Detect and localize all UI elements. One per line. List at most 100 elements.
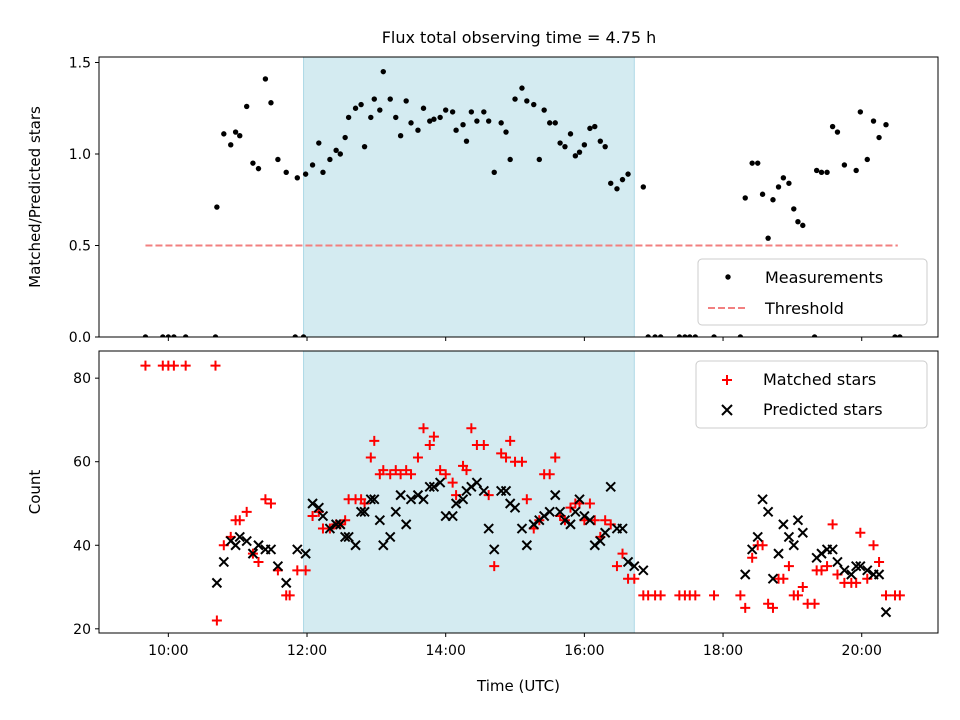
measurement-point <box>255 165 262 172</box>
matched-star-point <box>735 590 746 601</box>
predicted-star-point <box>272 560 284 572</box>
predicted-star-point <box>218 556 230 568</box>
measurement-point <box>491 169 497 175</box>
matched-star-point <box>690 590 701 601</box>
matched-star-point <box>234 515 245 526</box>
predicted-star-point <box>783 531 795 543</box>
plot-area <box>142 68 903 337</box>
matched-star-point <box>412 452 423 463</box>
measurement-point <box>160 334 166 337</box>
predicted-star-point <box>450 498 462 509</box>
matched-star-point <box>584 498 595 509</box>
matched-star-point <box>521 494 532 505</box>
matched-star-point <box>483 490 494 501</box>
measurement-point <box>503 129 509 135</box>
matched-star-point <box>767 602 778 613</box>
matched-star-point <box>589 515 600 526</box>
measurement-point <box>552 120 558 126</box>
measurement-point <box>228 142 234 148</box>
matched-star-point <box>210 360 221 371</box>
matched-star-point <box>611 561 622 572</box>
predicted-star-point <box>565 519 576 530</box>
measurement-point <box>337 151 343 157</box>
measurement-point <box>567 131 574 137</box>
predicted-star-point <box>405 494 417 505</box>
predicted-star-point <box>418 494 429 505</box>
measurement-point <box>377 107 383 113</box>
matched-star-point <box>822 561 833 572</box>
measurement-point <box>431 116 437 122</box>
measurement-point <box>237 132 243 139</box>
measurement-point <box>519 85 525 91</box>
measurement-point <box>393 114 399 121</box>
measurement-point <box>243 103 250 110</box>
measurement-point <box>541 107 547 113</box>
measurement-point <box>824 169 830 175</box>
measurement-point <box>300 334 307 337</box>
measurement-point <box>361 143 368 150</box>
y-tick-label: 0.5 <box>69 238 91 254</box>
matched-star-point <box>180 360 191 371</box>
measurement-point <box>770 197 776 203</box>
measurement-point <box>333 147 339 154</box>
measurement-point <box>232 129 239 135</box>
predicted-star-point <box>374 514 386 526</box>
x-tick-label: 16:00 <box>564 643 604 659</box>
matched-star-point <box>461 465 472 476</box>
matched-star-point <box>868 540 879 551</box>
measurement-point <box>755 160 761 166</box>
predicted-star-point <box>457 494 469 505</box>
predicted-star-point <box>862 565 873 576</box>
matched-star-point <box>395 469 406 480</box>
predicted-star-point <box>434 477 446 488</box>
measurement-point <box>853 167 859 174</box>
measurement-point <box>408 120 414 126</box>
measurement-point <box>562 143 568 150</box>
measurement-point <box>275 156 281 163</box>
matched-star-point <box>265 498 276 509</box>
measurement-point <box>786 180 792 186</box>
measurement-point <box>182 334 189 337</box>
matched-star-point <box>284 590 295 601</box>
measurement-point <box>420 105 427 111</box>
measurement-point <box>262 76 269 82</box>
measurement-point <box>437 114 443 121</box>
matched-star-point <box>385 469 396 480</box>
measurement-point <box>692 334 699 337</box>
measurement-point <box>876 134 882 141</box>
measurement-point <box>142 334 149 337</box>
predicted-star-point <box>617 523 628 534</box>
y-tick-label: 40 <box>73 538 91 554</box>
measurement-point <box>387 96 393 102</box>
measurement-point <box>834 129 841 135</box>
measurement-point <box>309 162 316 168</box>
predicted-star-point <box>570 506 581 518</box>
x-tick-label: 10:00 <box>148 643 188 659</box>
measurement-point <box>536 156 543 163</box>
matched-star-point <box>797 582 808 593</box>
y-tick-label: 80 <box>73 371 91 387</box>
measurement-point <box>474 118 480 124</box>
y-axis-label: Matched/Predicted stars <box>26 106 44 288</box>
measurement-point <box>212 334 219 337</box>
matched-star-point <box>655 590 666 601</box>
measurement-point <box>368 114 374 121</box>
measurement-point <box>857 109 864 115</box>
measurement-point <box>795 219 801 225</box>
y-tick-label: 60 <box>73 455 91 471</box>
matched-star-point <box>260 494 271 505</box>
predicted-star-point <box>335 519 346 530</box>
measurement-point <box>468 109 475 115</box>
matched-star-point <box>809 598 820 609</box>
measurement-point <box>711 334 717 337</box>
matched-star-point <box>478 440 489 450</box>
legend-label-matched: Matched stars <box>763 370 876 389</box>
matched-star-point <box>489 561 500 572</box>
measurement-point <box>250 160 256 166</box>
predicted-star-point <box>343 531 354 543</box>
measurement-point <box>581 142 588 148</box>
measurement-point <box>498 120 504 126</box>
predicted-star-point <box>752 531 763 543</box>
ratio-panel: 0.0 0.5 1.0 1.5 Matched/Predicted stars Measu… <box>26 55 939 346</box>
legend-marker-predicted <box>721 404 733 416</box>
